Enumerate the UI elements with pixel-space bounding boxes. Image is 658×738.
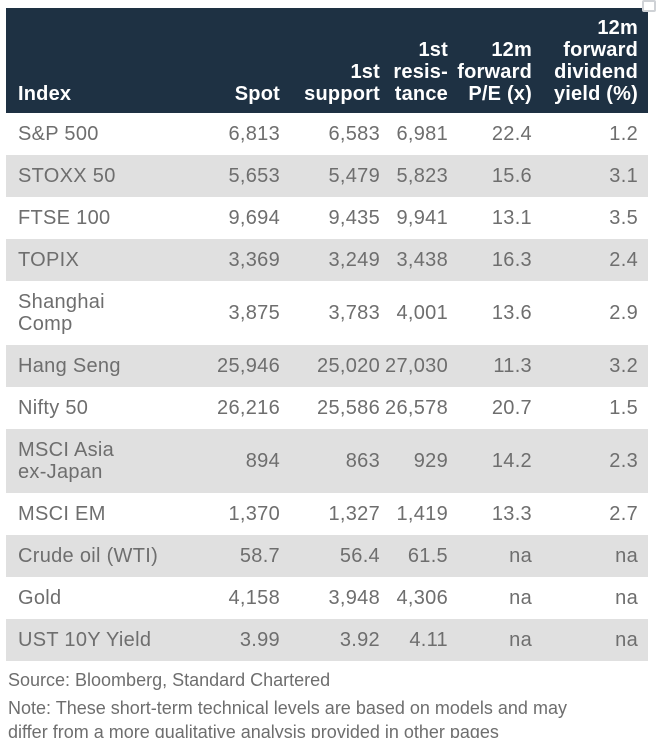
dividend-yield-cell: na xyxy=(615,545,638,567)
pe-cell: 22.4 xyxy=(491,123,532,145)
table-body: S&P 500 6,813 6,583 6,981 22.4 1.2 STOXX 50 5,6… xyxy=(6,113,648,661)
dividend-yield-cell: 3.1 xyxy=(609,165,638,187)
resistance-cell: 1,419 xyxy=(396,503,448,525)
table-footnotes: Source: Bloomberg, Standard Chartered No… xyxy=(8,668,648,738)
spot-cell: 5,653 xyxy=(228,165,280,187)
dividend-yield-cell: 2.9 xyxy=(609,302,638,324)
dividend-yield-cell: 1.2 xyxy=(609,123,638,145)
spot-cell: 26,216 xyxy=(217,397,280,419)
support-cell: 3,249 xyxy=(328,249,380,271)
pe-cell: 13.3 xyxy=(491,503,532,525)
resistance-cell: 27,030 xyxy=(385,355,448,377)
support-cell: 25,020 xyxy=(317,355,380,377)
column-header-index: Index xyxy=(6,8,162,113)
pe-cell: 13.1 xyxy=(491,207,532,229)
table-row: Hang Seng 25,946 25,020 27,030 11.3 3.2 xyxy=(6,345,648,387)
column-header-1st-support: 1st support xyxy=(280,8,380,113)
resistance-cell: 5,823 xyxy=(396,165,448,187)
pe-cell: 11.3 xyxy=(493,355,532,377)
spot-cell: 3,875 xyxy=(228,302,280,324)
dividend-yield-cell: 2.3 xyxy=(609,450,638,472)
spot-cell: 1,370 xyxy=(228,503,280,525)
methodology-note: Note: These short-term technical levels … xyxy=(8,698,567,738)
index-cell: Nifty 50 xyxy=(18,397,89,419)
resistance-cell: 9,941 xyxy=(396,207,448,229)
index-cell: S&P 500 xyxy=(18,123,99,145)
resistance-cell: 4,001 xyxy=(396,302,448,324)
index-cell: STOXX 50 xyxy=(18,165,116,187)
dividend-yield-cell: 2.4 xyxy=(609,249,638,271)
index-cell: FTSE 100 xyxy=(18,207,111,229)
table-row: MSCI EM 1,370 1,327 1,419 13.3 2.7 xyxy=(6,493,648,535)
resistance-cell: 4.11 xyxy=(409,629,448,651)
clipped-square-icon xyxy=(642,0,656,12)
support-cell: 6,583 xyxy=(328,123,380,145)
header-row: Index Spot 1st support 1st resis- tance … xyxy=(6,8,648,113)
table-header: Index Spot 1st support 1st resis- tance … xyxy=(6,8,648,113)
spot-cell: 58.7 xyxy=(239,545,280,567)
resistance-cell: 4,306 xyxy=(396,587,448,609)
spot-cell: 3,369 xyxy=(228,249,280,271)
table-row: Crude oil (WTI) 58.7 56.4 61.5 na na xyxy=(6,535,648,577)
column-header-spot: Spot xyxy=(162,8,280,113)
column-header-12m-forward-pe: 12m forward P/E (x) xyxy=(448,8,532,113)
source-note: Source: Bloomberg, Standard Chartered xyxy=(8,670,331,690)
table-row: UST 10Y Yield 3.99 3.92 4.11 na na xyxy=(6,619,648,661)
pe-cell: na xyxy=(509,545,532,567)
table-row: Shanghai Comp 3,875 3,783 4,001 13.6 2.9 xyxy=(6,281,648,345)
spot-cell: 9,694 xyxy=(228,207,280,229)
resistance-cell: 929 xyxy=(413,450,448,472)
dividend-yield-cell: na xyxy=(615,629,638,651)
index-cell: Gold xyxy=(18,587,62,609)
index-cell: MSCI Asia ex-Japan xyxy=(18,439,115,483)
support-cell: 56.4 xyxy=(339,545,380,567)
support-cell: 1,327 xyxy=(328,503,380,525)
spot-cell: 3.99 xyxy=(239,629,280,651)
spot-cell: 894 xyxy=(245,450,280,472)
table-row: STOXX 50 5,653 5,479 5,823 15.6 3.1 xyxy=(6,155,648,197)
table-row: Nifty 50 26,216 25,586 26,578 20.7 1.5 xyxy=(6,387,648,429)
index-cell: MSCI EM xyxy=(18,503,106,525)
spot-cell: 4,158 xyxy=(228,587,280,609)
support-cell: 3,783 xyxy=(328,302,380,324)
support-cell: 25,586 xyxy=(317,397,380,419)
support-cell: 3,948 xyxy=(328,587,380,609)
dividend-yield-cell: 2.7 xyxy=(609,503,638,525)
column-header-dividend-yield: 12m forward dividend yield (%) xyxy=(532,8,648,113)
pe-cell: 16.3 xyxy=(491,249,532,271)
table-row: MSCI Asia ex-Japan 894 863 929 14.2 2.3 xyxy=(6,429,648,493)
table-row: FTSE 100 9,694 9,435 9,941 13.1 3.5 xyxy=(6,197,648,239)
pe-cell: na xyxy=(509,629,532,651)
index-cell: TOPIX xyxy=(18,249,80,271)
dividend-yield-cell: 3.2 xyxy=(609,355,638,377)
spot-cell: 6,813 xyxy=(228,123,280,145)
index-cell: Hang Seng xyxy=(18,355,121,377)
support-cell: 3.92 xyxy=(339,629,380,651)
support-cell: 5,479 xyxy=(328,165,380,187)
table-row: TOPIX 3,369 3,249 3,438 16.3 2.4 xyxy=(6,239,648,281)
pe-cell: 15.6 xyxy=(491,165,532,187)
table-row: Gold 4,158 3,948 4,306 na na xyxy=(6,577,648,619)
index-cell: Shanghai Comp xyxy=(18,291,105,335)
dividend-yield-cell: 3.5 xyxy=(609,207,638,229)
pe-cell: 13.6 xyxy=(491,302,532,324)
index-cell: Crude oil (WTI) xyxy=(18,545,159,567)
dividend-yield-cell: 1.5 xyxy=(609,397,638,419)
support-cell: 863 xyxy=(345,450,380,472)
resistance-cell: 61.5 xyxy=(407,545,448,567)
technical-levels-table: Index Spot 1st support 1st resis- tance … xyxy=(6,8,648,661)
spot-cell: 25,946 xyxy=(217,355,280,377)
table-row: S&P 500 6,813 6,583 6,981 22.4 1.2 xyxy=(6,113,648,155)
column-header-1st-resistance: 1st resis- tance xyxy=(380,8,448,113)
resistance-cell: 3,438 xyxy=(396,249,448,271)
support-cell: 9,435 xyxy=(328,207,380,229)
pe-cell: 14.2 xyxy=(491,450,532,472)
pe-cell: 20.7 xyxy=(491,397,532,419)
index-cell: UST 10Y Yield xyxy=(18,629,152,651)
dividend-yield-cell: na xyxy=(615,587,638,609)
resistance-cell: 6,981 xyxy=(396,123,448,145)
resistance-cell: 26,578 xyxy=(385,397,448,419)
pe-cell: na xyxy=(509,587,532,609)
